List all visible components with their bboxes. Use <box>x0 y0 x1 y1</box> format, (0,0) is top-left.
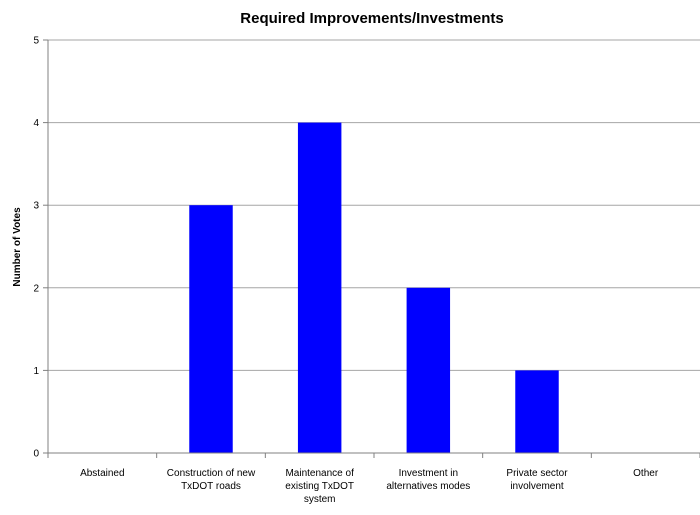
y-tick-label: 3 <box>33 201 39 212</box>
axes <box>43 39 700 458</box>
x-category-label: Abstained <box>80 468 124 479</box>
x-category-label: Maintenance of existing TxDOT system <box>285 468 354 505</box>
y-axis-label: Number of Votes <box>12 207 23 287</box>
y-tick-label: 0 <box>33 449 39 460</box>
bar <box>515 370 559 453</box>
x-category-label: Other <box>633 468 659 479</box>
x-category-label: Construction of new TxDOT roads <box>167 468 256 492</box>
x-category-label: Private sector involvement <box>506 468 568 492</box>
chart-title: Required Improvements/Investments <box>240 10 503 27</box>
bar <box>406 287 451 453</box>
gridlines <box>48 39 700 371</box>
y-tick-label: 4 <box>33 118 39 129</box>
bars <box>189 122 559 453</box>
bar <box>297 122 342 453</box>
y-tick-label: 5 <box>33 36 39 47</box>
x-axis-labels: Abstained Construction of new TxDOT roads M… <box>80 468 659 505</box>
x-category-label: Investment in alternatives modes <box>386 468 470 492</box>
y-axis-ticks: 0 1 2 3 4 5 <box>33 36 39 460</box>
y-tick-label: 1 <box>33 366 39 377</box>
bar <box>189 205 233 453</box>
y-tick-label: 2 <box>33 283 39 294</box>
